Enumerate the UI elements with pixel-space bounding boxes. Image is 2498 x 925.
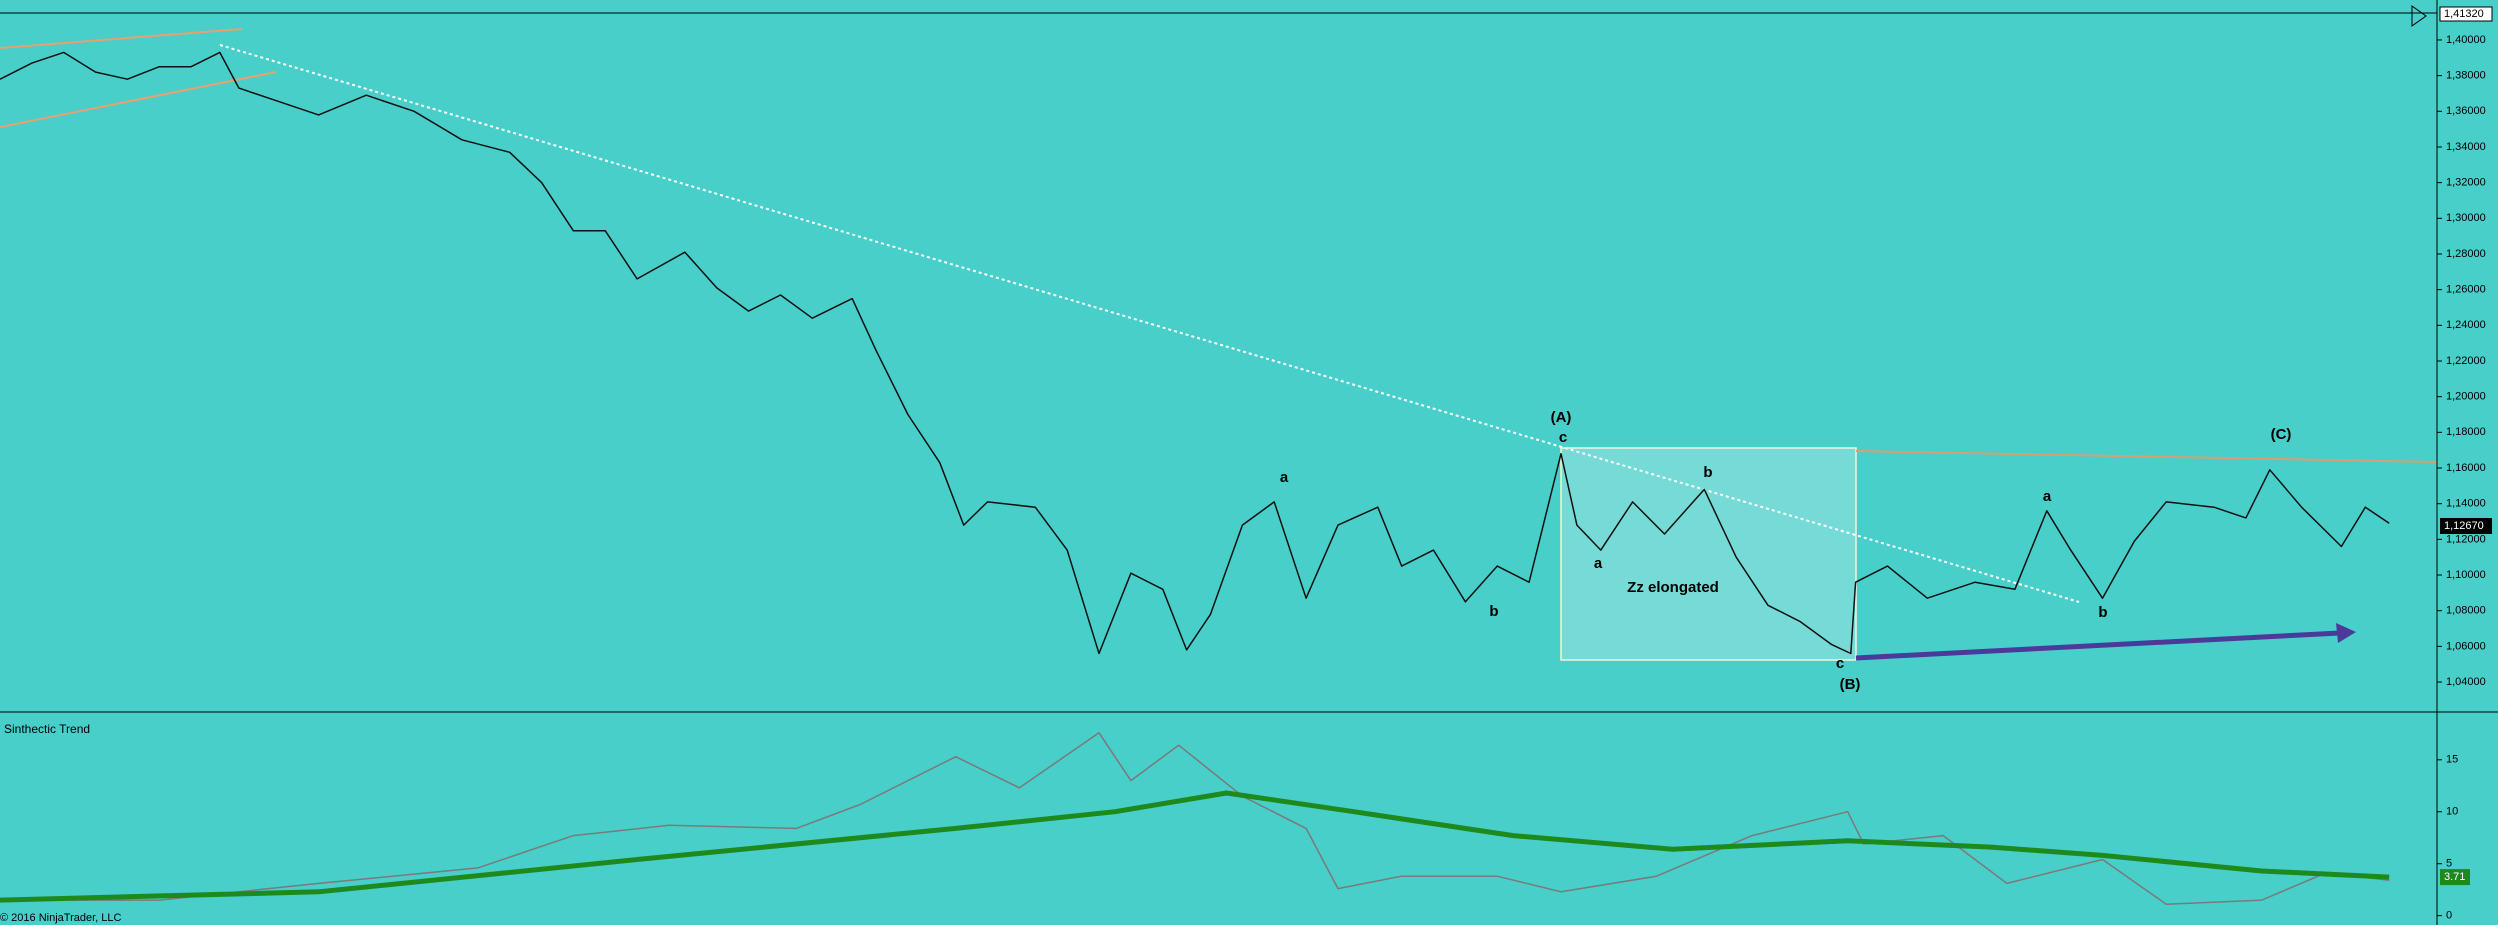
y-tick-label: 1,08000 <box>2446 605 2486 617</box>
series-line <box>0 790 2390 903</box>
annotation: a <box>2043 488 2052 505</box>
y-tick-label: 1,16000 <box>2446 462 2486 474</box>
annotation: c <box>1836 655 1844 672</box>
annotation: Zz elongated <box>1627 579 1719 596</box>
value-label: 3.71 <box>2444 871 2465 883</box>
zone-box <box>1560 447 1857 661</box>
annotation: a <box>1280 469 1289 486</box>
annotation: (A) <box>1551 409 1572 426</box>
copyright: © 2016 NinjaTrader, LLC <box>0 912 121 924</box>
y-tick-label: 1,28000 <box>2446 248 2486 260</box>
y-tick-label: 1,34000 <box>2446 141 2486 153</box>
y-tick-label: 10 <box>2446 806 2458 818</box>
scroll-icon[interactable] <box>2411 5 2427 27</box>
y-tick-label: 1,18000 <box>2446 426 2486 438</box>
y-tick-label: 5 <box>2446 858 2452 870</box>
channel-line <box>0 71 277 128</box>
y-tick-label: 1,32000 <box>2446 177 2486 189</box>
y-tick-label: 1,10000 <box>2446 569 2486 581</box>
price-label: 1,12670 <box>2444 520 2484 532</box>
y-tick-label: 1,30000 <box>2446 212 2486 224</box>
series-line <box>0 51 2390 655</box>
annotation: (B) <box>1840 676 1861 693</box>
y-tick-label: 1,14000 <box>2446 498 2486 510</box>
annotation: b <box>2098 604 2107 621</box>
annotation: b <box>1703 464 1712 481</box>
y-tick-label: 1,04000 <box>2446 676 2486 688</box>
y-tick-label: 1,36000 <box>2446 105 2486 117</box>
price-label-box <box>2440 518 2492 534</box>
arrow-line <box>1855 630 2341 661</box>
annotation: b <box>1489 603 1498 620</box>
y-tick-label: 1,24000 <box>2446 319 2486 331</box>
indicator-title: Sinthectic Trend <box>4 722 90 736</box>
top-label-box <box>2439 6 2493 22</box>
y-tick-label: 1,26000 <box>2446 284 2486 296</box>
annotation: (C) <box>2271 426 2292 443</box>
series-line <box>0 732 2390 905</box>
y-tick-label: 1,40000 <box>2446 34 2486 46</box>
resistance-line <box>1855 450 2438 463</box>
y-tick-label: 1,12000 <box>2446 533 2486 545</box>
annotation: a <box>1594 555 1603 572</box>
y-tick-label: 1,06000 <box>2446 640 2486 652</box>
arrow-head <box>2336 623 2356 643</box>
y-tick-label: 1,22000 <box>2446 355 2486 367</box>
value-label-box <box>2440 869 2470 886</box>
y-tick-label: 1,20000 <box>2446 391 2486 403</box>
y-tick-label: 15 <box>2446 754 2458 766</box>
y-tick-label: 1,38000 <box>2446 70 2486 82</box>
channel-line <box>0 28 243 49</box>
y-tick-label: 0 <box>2446 910 2452 922</box>
top-label: 1,41320 <box>2444 8 2484 20</box>
annotation: c <box>1559 429 1567 446</box>
